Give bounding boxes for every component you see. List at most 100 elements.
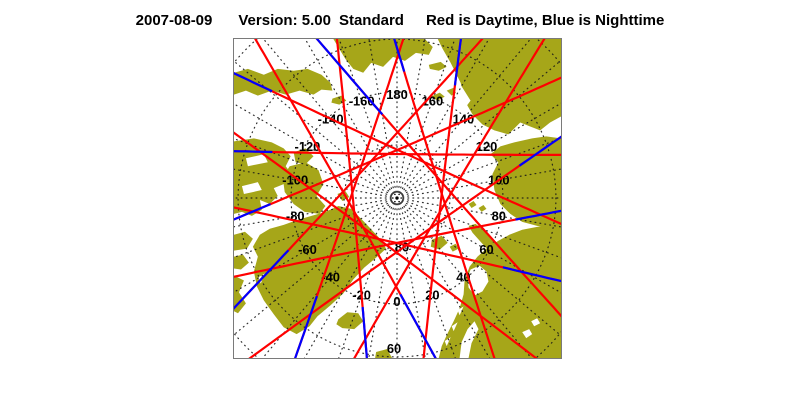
title-version: Version: 5.00 xyxy=(238,12,331,29)
landmass-chukotka xyxy=(333,39,433,73)
meridian-line xyxy=(398,203,456,358)
meridian-line xyxy=(234,103,393,196)
title-mode: Standard xyxy=(338,12,404,29)
orbit-track-night xyxy=(294,295,318,358)
water-fjord-3 xyxy=(457,306,464,316)
polar-map-frame: -160 -140 -120 -100 -80 -60 -40 -20 0 20 40 60 80 100… xyxy=(233,38,562,359)
meridian-line xyxy=(234,200,393,293)
meridian-line xyxy=(398,39,456,193)
orbit-track-night xyxy=(315,39,384,116)
meridian-line xyxy=(234,60,394,195)
meridian-line xyxy=(234,198,392,228)
water-fjord-2 xyxy=(451,322,458,332)
water-greenland-fjord-2 xyxy=(353,283,361,294)
lon-label-0: 0 xyxy=(393,294,400,309)
pole-marker xyxy=(392,193,402,203)
title-date: 2007-08-09 xyxy=(135,12,213,29)
orbit-track-day xyxy=(234,150,561,156)
meridian-line xyxy=(338,203,396,358)
track-layer xyxy=(234,39,561,358)
latitude-circle-60 xyxy=(237,39,557,358)
meridian-line xyxy=(400,39,532,195)
lat-label-60: 60 xyxy=(387,341,401,356)
meridian-line xyxy=(400,59,561,195)
meridian-line xyxy=(401,200,561,294)
lon-label--60: -60 xyxy=(298,242,317,257)
orbit-track-night xyxy=(234,203,271,221)
orbit-track-day xyxy=(294,39,405,358)
pole-ray-dot xyxy=(398,193,400,196)
map-layers: -160-140-120-100-80-60-40-20 0 20406080100… xyxy=(234,39,561,358)
meridian-line xyxy=(303,202,395,358)
meridian-line xyxy=(397,203,426,358)
orbit-track-day xyxy=(234,39,484,310)
meridian-line xyxy=(234,201,394,336)
orbit-track-day xyxy=(234,206,561,283)
orbit-track-day xyxy=(422,39,462,358)
polar-map-svg: -160-140-120-100-80-60-40-20 0 20406080100… xyxy=(234,39,561,358)
pole-ray-dot xyxy=(392,197,394,199)
meridian-line xyxy=(402,199,561,259)
orbit-track-day xyxy=(393,39,496,358)
landmass-russia-scandinavia xyxy=(438,223,561,358)
meridian-line xyxy=(368,39,397,193)
latitude-circle-80 xyxy=(343,144,451,252)
orbit-track-day xyxy=(234,72,561,226)
water-arctic-channel-1 xyxy=(245,154,268,167)
lon-label-160: 160 xyxy=(422,93,444,108)
lon-label-60: 60 xyxy=(479,242,493,257)
pole-ray-dot xyxy=(400,197,402,199)
orbit-track-night xyxy=(234,249,290,310)
landmass-franz-josef-2 xyxy=(478,204,487,212)
landmass-iceland xyxy=(336,312,364,330)
orbit-track-night xyxy=(234,150,273,154)
landmass-alaska xyxy=(234,68,333,96)
plot-title: 2007-08-09 Version: 5.00 Standard Red is Da… xyxy=(0,12,800,29)
meridian-line xyxy=(399,202,491,358)
pole-ray-dot xyxy=(398,200,400,203)
meridian-line xyxy=(402,168,561,198)
landmass-franz-josef-1 xyxy=(468,200,477,208)
orbit-track-day xyxy=(234,76,561,221)
meridian-line xyxy=(401,102,561,196)
water-lake-ladoga xyxy=(522,329,533,339)
lon-label-80: 80 xyxy=(492,208,506,223)
meridian-line xyxy=(262,39,394,195)
orbit-track-night xyxy=(515,209,561,221)
lon-label-180: 180 xyxy=(386,87,408,102)
orbit-track-night xyxy=(399,293,437,358)
landmass-severnaya-zemlya-1 xyxy=(484,110,497,121)
pole-dot xyxy=(395,196,399,200)
orbit-track-night xyxy=(234,72,273,93)
meridian-line xyxy=(400,201,561,337)
orbit-track-day xyxy=(254,39,437,358)
orbit-track-day xyxy=(335,39,368,358)
lon-label--40: -40 xyxy=(321,270,340,285)
lon-label-20: 20 xyxy=(425,288,439,303)
landmass-scotland xyxy=(375,349,393,358)
lon-label--100: -100 xyxy=(282,172,308,187)
title-daynight-legend: Red is Daytime, Blue is Nighttime xyxy=(425,12,665,29)
landmass-baffin-1 xyxy=(234,231,253,251)
landmass-severnaya-zemlya-2 xyxy=(493,118,506,129)
orbit-track-day xyxy=(315,39,561,318)
water-arctic-channel-2 xyxy=(241,182,262,195)
landmass-taymyr xyxy=(490,136,561,228)
orbit-track-day xyxy=(248,135,561,358)
water-laptev-inlet xyxy=(454,84,471,109)
landmass-wrangel-island xyxy=(428,61,447,71)
meridian-line xyxy=(368,203,397,358)
meridian-line xyxy=(400,201,533,358)
pole-ray-dot xyxy=(394,200,396,203)
pole-ray-dot xyxy=(394,193,396,196)
meridian-line xyxy=(234,199,392,258)
orbit-track-day xyxy=(353,39,546,358)
meridian-line xyxy=(234,168,392,198)
landmass-svalbard-2 xyxy=(449,243,459,252)
meridian-line xyxy=(304,39,395,194)
orbit-track-day xyxy=(234,209,561,278)
meridian-line xyxy=(402,137,561,197)
orbit-track-night xyxy=(393,39,406,72)
orbit-track-day xyxy=(234,131,538,358)
